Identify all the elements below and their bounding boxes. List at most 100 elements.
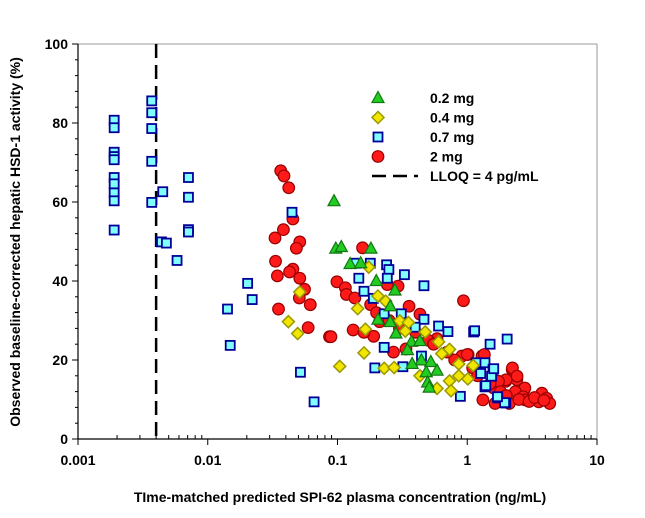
data-point: [423, 354, 438, 368]
data-point: [358, 285, 370, 297]
legend-item: 0.4 mg: [370, 110, 474, 126]
data-point: [419, 364, 434, 378]
data-point: [146, 196, 158, 208]
legend-item: 0.7 mg: [372, 129, 474, 145]
data-point: [454, 390, 466, 402]
data-point: [353, 255, 368, 269]
y-tick-label: 60: [52, 194, 68, 210]
data-point: [369, 273, 384, 287]
data-point: [475, 368, 487, 379]
data-point: [370, 311, 385, 325]
data-point: [469, 325, 481, 337]
data-point: [293, 271, 307, 285]
data-point: [268, 231, 282, 245]
data-point: [510, 369, 524, 383]
data-point: [277, 169, 291, 183]
data-point: [488, 363, 500, 375]
data-point: [378, 341, 390, 353]
legend-label: LLOQ = 4 pg/mL: [430, 168, 539, 184]
data-point: [466, 358, 481, 373]
legend-item: LLOQ = 4 pg/mL: [372, 168, 539, 184]
data-point: [383, 298, 398, 312]
data-point: [183, 191, 194, 203]
data-point: [383, 314, 398, 328]
data-point: [381, 272, 393, 284]
data-point: [479, 357, 491, 369]
data-point: [157, 186, 169, 198]
data-point: [399, 269, 410, 281]
data-point: [108, 122, 120, 134]
y-tick-label: 100: [45, 36, 69, 52]
legend-label: 0.2 mg: [430, 90, 474, 106]
data-point: [286, 206, 298, 218]
data-point: [272, 302, 285, 316]
data-point: [108, 154, 120, 166]
data-point: [350, 301, 365, 316]
legend-marker: [370, 90, 386, 104]
data-point: [270, 269, 284, 283]
data-points: [108, 95, 557, 410]
data-point: [246, 294, 258, 305]
data-point: [387, 360, 402, 375]
data-point: [242, 277, 254, 289]
data-point: [431, 334, 446, 349]
data-point: [334, 239, 349, 253]
data-point: [388, 325, 403, 339]
data-point: [418, 324, 433, 340]
data-point: [282, 181, 296, 195]
data-point: [501, 333, 513, 345]
data-point: [363, 240, 378, 254]
data-point: [460, 348, 474, 361]
legend-item: 0.2 mg: [370, 90, 474, 106]
legend-label: 0.4 mg: [430, 110, 474, 126]
data-point: [348, 291, 362, 305]
data-point: [343, 256, 358, 270]
data-point: [108, 178, 120, 190]
data-point: [108, 195, 120, 207]
data-point: [358, 322, 373, 337]
data-point: [414, 352, 429, 366]
data-point: [183, 226, 194, 238]
data-point: [430, 362, 445, 376]
data-point: [160, 237, 172, 249]
legend: 0.2 mg 0.4 mg 0.7 mg 2 mg LLOQ = 4 pg/mL: [370, 90, 539, 184]
data-point: [418, 313, 430, 325]
legend-label: 0.7 mg: [430, 129, 474, 145]
data-point: [451, 368, 466, 383]
data-point: [283, 265, 296, 279]
series-0-2-mg: [327, 193, 445, 393]
data-point: [324, 330, 338, 344]
x-tick-label: 0.01: [194, 452, 221, 468]
x-tick-label: 1: [463, 452, 471, 468]
data-point: [383, 264, 395, 275]
data-point: [512, 393, 526, 406]
data-point: [346, 323, 360, 337]
data-point: [146, 155, 158, 167]
x-tick-label: 0.001: [60, 452, 95, 468]
data-point: [484, 338, 496, 350]
data-point: [412, 333, 427, 347]
y-tick-label: 40: [52, 273, 68, 289]
data-point: [289, 241, 303, 255]
data-point: [146, 123, 158, 134]
data-point: [398, 324, 413, 339]
data-point: [353, 272, 365, 284]
data-point: [290, 326, 305, 341]
data-point: [356, 345, 372, 360]
data-point: [537, 393, 551, 407]
data-point: [295, 366, 306, 378]
y-tick-label: 0: [60, 431, 68, 447]
legend-item: 2 mg: [371, 149, 463, 165]
x-tick-label: 0.1: [328, 452, 348, 468]
data-point: [108, 224, 120, 236]
legend-label: 2 mg: [430, 149, 463, 165]
legend-marker: [370, 110, 386, 125]
data-point: [327, 193, 342, 207]
legend-marker: [372, 131, 384, 143]
data-point: [476, 393, 490, 407]
data-point: [269, 254, 282, 268]
data-point: [303, 298, 317, 312]
data-point: [146, 95, 158, 107]
